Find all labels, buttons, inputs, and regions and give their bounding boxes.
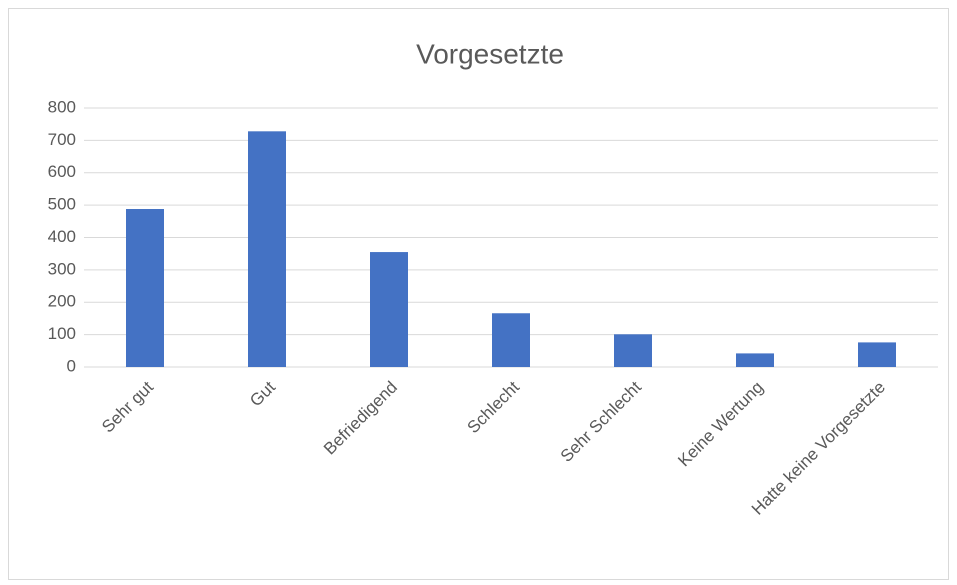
y-tick-label: 500 xyxy=(48,195,76,214)
y-tick-label: 800 xyxy=(48,97,76,116)
y-tick-label: 600 xyxy=(48,162,76,181)
bar xyxy=(126,209,164,367)
bar xyxy=(614,334,652,367)
bar xyxy=(248,131,286,367)
bar xyxy=(492,313,530,367)
bar xyxy=(858,342,896,367)
chart-frame xyxy=(8,8,949,580)
y-tick-label: 400 xyxy=(48,227,76,246)
y-tick-label: 100 xyxy=(48,324,76,343)
y-tick-label: 700 xyxy=(48,130,76,149)
y-tick-label: 200 xyxy=(48,292,76,311)
bar xyxy=(370,252,408,367)
chart-title: Vorgesetzte xyxy=(416,38,564,69)
y-tick-label: 0 xyxy=(67,356,76,375)
bar xyxy=(736,353,774,367)
y-tick-label: 300 xyxy=(48,259,76,278)
